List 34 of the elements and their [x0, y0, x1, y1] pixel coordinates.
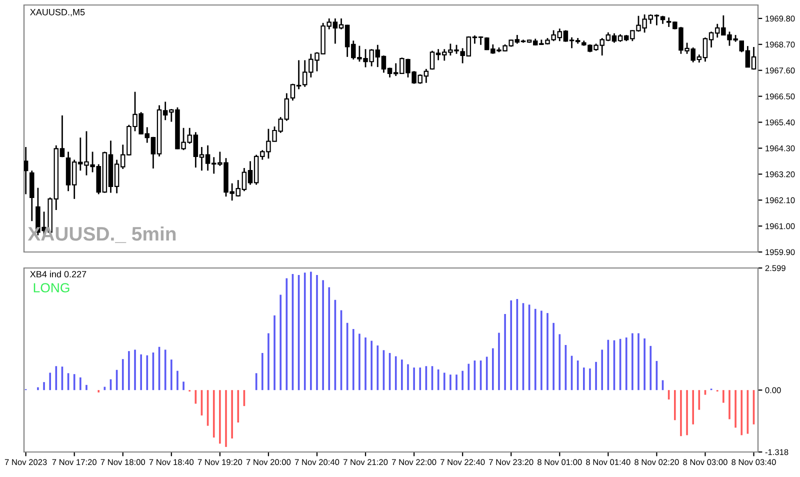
chart-title: XAUUSD.,M5 — [30, 8, 85, 16]
y-tick-label: 1959.90 — [766, 249, 795, 256]
y-tick-label: -1.318 — [765, 449, 788, 456]
x-tick-label: 8 Nov 03:00 — [683, 459, 728, 466]
x-tick-label: 7 Nov 20:00 — [246, 459, 291, 466]
x-tick-label: 7 Nov 22:40 — [440, 459, 485, 466]
y-tick-label: 1964.30 — [766, 145, 795, 152]
x-tick-label: 8 Nov 01:40 — [586, 459, 630, 466]
y-tick-label: 1965.40 — [766, 119, 795, 126]
x-tick-label: 7 Nov 18:40 — [149, 459, 194, 466]
x-tick-label: 7 Nov 17:20 — [52, 459, 96, 466]
y-tick-label: 1968.70 — [766, 42, 795, 48]
x-tick-label: 7 Nov 18:00 — [100, 459, 146, 466]
y-tick-label: 1961.00 — [766, 223, 795, 230]
annotation: XAUUSD._ 5min — [28, 226, 176, 243]
x-tick-label: 8 Nov 02:20 — [634, 459, 679, 466]
annotation: LONG — [34, 283, 70, 292]
x-tick-label: 7 Nov 22:00 — [392, 459, 436, 466]
x-tick-label: 7 Nov 21:20 — [343, 459, 388, 466]
x-tick-label: 8 Nov 03:40 — [732, 459, 776, 466]
y-tick-label: 2.599 — [765, 265, 786, 272]
y-tick-label: 0.00 — [765, 387, 781, 394]
x-tick-label: 8 Nov 01:00 — [538, 459, 582, 466]
chart-title: XB4 ind 0.227 — [30, 270, 86, 278]
x-tick-label: 7 Nov 2023 — [4, 459, 47, 466]
x-tick-label: 7 Nov 19:20 — [198, 459, 242, 466]
candlestick — [24, 146, 28, 195]
y-tick-label: 1963.20 — [766, 171, 795, 178]
y-tick-label: 1962.10 — [766, 197, 795, 204]
y-tick-label: 1969.80 — [766, 16, 795, 22]
x-tick-label: 7 Nov 20:40 — [294, 459, 340, 466]
y-tick-label: 1967.60 — [766, 68, 795, 74]
y-tick-label: 1966.50 — [766, 94, 795, 100]
x-tick-label: 7 Nov 23:20 — [489, 459, 534, 466]
